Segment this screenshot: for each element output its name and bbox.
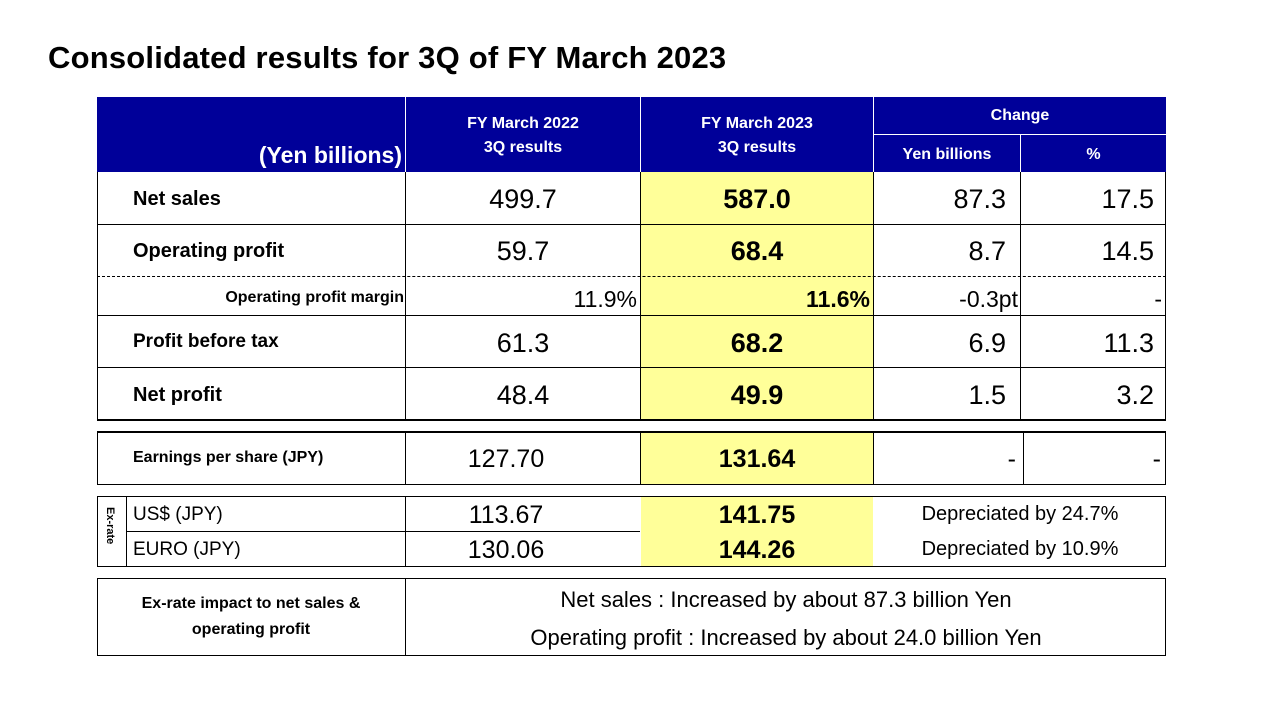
row-label-operating-margin: Operating profit margin <box>225 288 404 306</box>
profit-before-tax-change-pct: 11.3 <box>1103 327 1154 358</box>
header-divider <box>873 97 874 172</box>
units-label: (Yen billions) <box>97 138 402 172</box>
grid-line <box>97 419 1166 421</box>
grid-line <box>97 315 1166 316</box>
profit-before-tax-fy2023: 68.2 <box>730 327 784 358</box>
grid-line <box>1020 172 1021 420</box>
row-label-net-sales: Net sales <box>133 187 221 210</box>
grid-line <box>873 431 874 485</box>
operating-profit-fy2023: 68.4 <box>730 235 784 266</box>
grid-line <box>405 578 406 656</box>
grid-line <box>873 172 874 420</box>
net-sales-fy2022: 499.7 <box>489 183 557 214</box>
operating-margin-fy2022: 11.9% <box>573 286 637 312</box>
impact-label: Ex-rate impact to net sales & operating … <box>98 591 404 643</box>
usd-label: US$ (JPY) <box>133 503 223 525</box>
grid-line <box>97 172 98 420</box>
grid-line <box>97 578 98 656</box>
grid-line <box>97 484 1166 485</box>
grid-line <box>405 172 406 420</box>
row-label-profit-before-tax: Profit before tax <box>133 331 279 352</box>
row-label-net-profit: Net profit <box>133 383 222 406</box>
operating-profit-change-pct: 14.5 <box>1101 235 1154 266</box>
header-fy2023-line2: 3Q results <box>717 139 797 156</box>
exrate-highlight <box>641 497 873 566</box>
profit-before-tax-change-yen: 6.9 <box>968 327 1006 358</box>
grid-line <box>1165 496 1166 567</box>
header-divider <box>1020 134 1021 172</box>
header-fy2023-line1: FY March 2023 <box>701 115 813 132</box>
header-change: Change <box>874 101 1166 131</box>
impact-net-sales: Net sales : Increased by about 87.3 bill… <box>560 587 1012 612</box>
net-profit-change-yen: 1.5 <box>968 379 1006 410</box>
grid-line <box>640 172 641 420</box>
grid-line <box>126 496 127 567</box>
profit-before-tax-fy2022: 61.3 <box>496 327 550 358</box>
eps-change-pct: - <box>1152 444 1161 473</box>
header-fy2022-line2: 3Q results <box>483 139 563 156</box>
header-fy2022: FY March 2022 3Q results <box>406 112 640 160</box>
net-profit-fy2023: 49.9 <box>730 379 784 410</box>
usd-fy2022: 113.67 <box>468 501 544 529</box>
impact-label-line1: Ex-rate impact to net sales & <box>141 595 361 612</box>
eps-fy2022: 127.70 <box>467 444 545 473</box>
operating-margin-change-pct: - <box>1154 286 1162 312</box>
impact-label-line2: operating profit <box>191 621 311 638</box>
net-profit-change-pct: 3.2 <box>1116 379 1154 410</box>
eps-highlight <box>641 432 873 484</box>
exrate-side-label: Ex-rate <box>104 507 116 545</box>
header-fy2023: FY March 2023 3Q results <box>641 112 873 160</box>
net-sales-change-pct: 17.5 <box>1101 183 1154 214</box>
grid-line <box>97 431 1166 433</box>
grid-line <box>1165 578 1166 656</box>
header-fy2022-line1: FY March 2022 <box>467 115 579 132</box>
operating-margin-fy2023: 11.6% <box>806 286 870 312</box>
eps-fy2023: 131.64 <box>718 444 796 473</box>
header-divider <box>640 97 641 172</box>
grid-line <box>640 431 641 485</box>
eps-label: Earnings per share (JPY) <box>133 449 324 466</box>
eps-change-yen: - <box>1007 444 1016 473</box>
row-label-operating-profit: Operating profit <box>133 239 285 262</box>
net-sales-fy2023: 587.0 <box>723 183 791 214</box>
euro-label: EURO (JPY) <box>133 538 241 560</box>
grid-line <box>1165 431 1166 485</box>
grid-line <box>97 431 98 485</box>
grid-line <box>97 578 1166 579</box>
page-title: Consolidated results for 3Q of FY March … <box>48 40 727 75</box>
grid-line <box>97 496 1166 497</box>
operating-profit-change-yen: 8.7 <box>968 235 1006 266</box>
header-divider <box>405 97 406 172</box>
net-sales-change-yen: 87.3 <box>953 183 1006 214</box>
net-profit-fy2022: 48.4 <box>496 379 550 410</box>
usd-fy2023: 141.75 <box>718 501 796 529</box>
grid-line <box>97 276 1166 277</box>
euro-fy2022: 130.06 <box>467 536 545 564</box>
operating-profit-fy2022: 59.7 <box>496 235 550 266</box>
operating-margin-change-yen: -0.3pt <box>959 286 1018 312</box>
grid-line <box>405 431 406 485</box>
grid-line <box>97 367 1166 368</box>
grid-line <box>97 224 1166 225</box>
header-change-pct: % <box>1021 138 1166 172</box>
fy2023-highlight <box>641 172 873 420</box>
grid-line <box>126 531 640 532</box>
grid-line <box>1023 431 1024 485</box>
impact-operating-profit: Operating profit : Increased by about 24… <box>530 625 1042 650</box>
grid-line <box>97 655 1166 656</box>
usd-change: Depreciated by 24.7% <box>921 503 1119 525</box>
grid-line <box>97 496 98 567</box>
euro-change: Depreciated by 10.9% <box>921 538 1119 560</box>
euro-fy2023: 144.26 <box>718 536 796 564</box>
grid-line <box>97 566 1166 567</box>
grid-line <box>1165 172 1166 420</box>
header-change-yen: Yen billions <box>874 138 1020 172</box>
grid-line <box>405 496 406 567</box>
